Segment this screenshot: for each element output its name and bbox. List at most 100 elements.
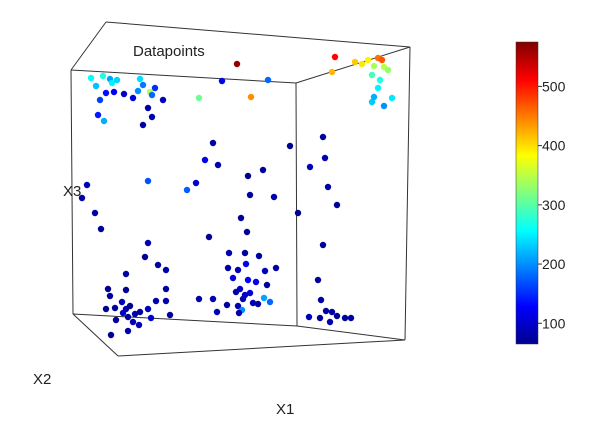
data-point bbox=[341, 314, 349, 322]
data-point bbox=[97, 225, 105, 233]
data-point bbox=[384, 66, 392, 74]
data-point bbox=[144, 239, 152, 247]
x-axis-label: X1 bbox=[276, 401, 294, 418]
data-point bbox=[235, 309, 243, 317]
colorbar-tick-label: 300 bbox=[542, 197, 566, 213]
data-point bbox=[148, 113, 156, 121]
data-point bbox=[135, 321, 143, 329]
data-point bbox=[195, 94, 203, 102]
chart-title: Datapoints bbox=[133, 43, 205, 60]
data-point bbox=[144, 177, 152, 185]
data-point bbox=[104, 285, 112, 293]
data-point bbox=[314, 276, 322, 284]
data-point bbox=[263, 281, 271, 289]
data-point bbox=[151, 84, 159, 92]
data-point bbox=[241, 291, 249, 299]
data-point bbox=[209, 139, 217, 147]
data-point bbox=[91, 209, 99, 217]
data-point bbox=[118, 298, 126, 306]
data-point bbox=[234, 266, 242, 274]
data-point bbox=[102, 89, 110, 97]
data-point bbox=[99, 72, 107, 80]
data-point bbox=[223, 301, 231, 309]
data-point bbox=[201, 156, 209, 164]
z-axis-label: X3 bbox=[63, 183, 81, 200]
data-point bbox=[286, 142, 294, 150]
data-point bbox=[321, 154, 329, 162]
data-point bbox=[236, 285, 244, 293]
data-point bbox=[260, 294, 268, 302]
data-point bbox=[272, 264, 280, 272]
data-point bbox=[106, 292, 114, 300]
data-point bbox=[108, 79, 116, 87]
data-point bbox=[247, 93, 255, 101]
data-point bbox=[328, 308, 336, 316]
data-point bbox=[319, 241, 327, 249]
data-point bbox=[102, 305, 110, 313]
data-point bbox=[264, 76, 272, 84]
scatter-points bbox=[78, 53, 396, 339]
data-point bbox=[225, 249, 233, 257]
data-point bbox=[110, 88, 118, 96]
data-point bbox=[333, 312, 341, 320]
data-point bbox=[322, 307, 330, 315]
data-point bbox=[237, 214, 245, 222]
data-point bbox=[370, 93, 378, 101]
data-point bbox=[136, 308, 144, 316]
data-point bbox=[154, 261, 162, 269]
data-point bbox=[246, 191, 254, 199]
data-point bbox=[83, 181, 91, 189]
data-point bbox=[233, 60, 241, 68]
data-point bbox=[148, 91, 156, 99]
data-point bbox=[100, 117, 108, 125]
data-point bbox=[266, 298, 274, 306]
bounding-box bbox=[70, 21, 411, 357]
data-point bbox=[326, 318, 334, 326]
data-point bbox=[331, 53, 339, 61]
data-point bbox=[78, 194, 86, 202]
data-point bbox=[218, 77, 226, 85]
data-point bbox=[134, 87, 142, 95]
data-point bbox=[162, 266, 170, 274]
data-point bbox=[374, 84, 382, 92]
data-point bbox=[113, 76, 121, 84]
data-point bbox=[234, 302, 242, 310]
data-point bbox=[136, 75, 144, 83]
data-point bbox=[94, 111, 102, 119]
data-point bbox=[376, 76, 384, 84]
colorbar-tick-label: 400 bbox=[542, 138, 566, 154]
data-point bbox=[333, 201, 341, 209]
data-point bbox=[124, 327, 132, 335]
data-point bbox=[139, 81, 147, 89]
data-point bbox=[259, 166, 267, 174]
box-edge bbox=[105, 21, 411, 48]
box-edge bbox=[404, 46, 411, 341]
data-point bbox=[152, 297, 160, 305]
box-edge bbox=[117, 339, 406, 357]
data-point bbox=[317, 296, 325, 304]
data-point bbox=[347, 314, 355, 322]
data-point bbox=[166, 311, 174, 319]
data-point bbox=[358, 60, 366, 68]
data-point bbox=[139, 121, 147, 129]
data-point bbox=[92, 82, 100, 90]
data-point bbox=[129, 318, 137, 326]
data-point bbox=[351, 58, 359, 66]
box-edge bbox=[72, 313, 298, 327]
data-point bbox=[126, 302, 134, 310]
data-point bbox=[224, 264, 232, 272]
data-point bbox=[244, 276, 252, 284]
data-point bbox=[119, 309, 127, 317]
data-point bbox=[378, 56, 386, 64]
data-point bbox=[87, 74, 95, 82]
box-edge bbox=[295, 82, 298, 327]
data-point bbox=[141, 253, 149, 261]
data-point bbox=[131, 310, 139, 318]
colorbar-tick-label: 100 bbox=[542, 315, 566, 331]
data-point bbox=[328, 68, 336, 76]
data-point bbox=[144, 305, 152, 313]
data-point bbox=[112, 316, 120, 324]
data-point bbox=[144, 104, 152, 112]
box-edge bbox=[295, 46, 411, 84]
